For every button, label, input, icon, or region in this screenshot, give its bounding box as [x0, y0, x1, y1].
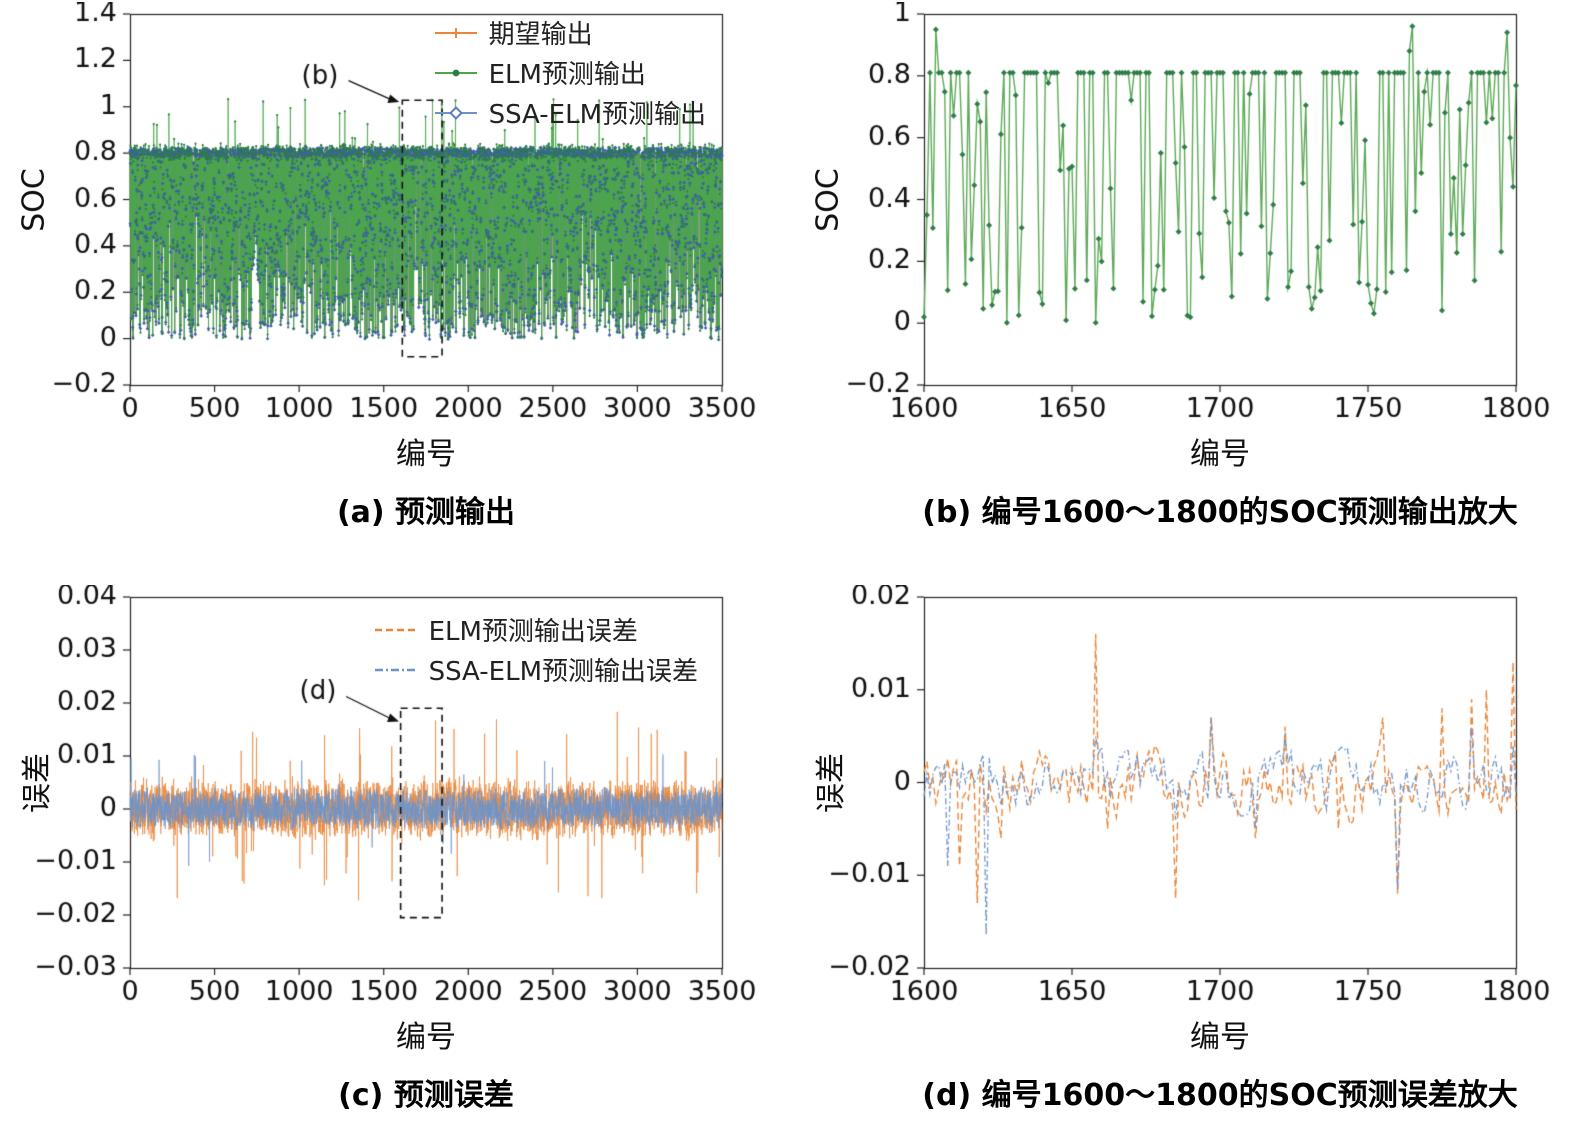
- panel-a-ylabel: SOC: [16, 168, 52, 232]
- legend-item-expected-output: 期望输出: [433, 14, 706, 51]
- legend-label: SSA-ELM预测输出: [488, 100, 706, 130]
- panel-c-ylabel: 误差: [20, 753, 55, 813]
- panel-d-chart-area: 误差: [794, 585, 1588, 1010]
- panel-c-legend: ELM预测输出误差 SSA-ELM预测输出误差: [373, 611, 698, 688]
- panel-b-chart-area: SOC: [794, 2, 1588, 427]
- panel-a-caption: (a) 预测输出: [336, 495, 516, 530]
- panel-c-xlabel: 编号: [396, 1020, 456, 1055]
- panel-a-canvas: [0, 2, 794, 427]
- dashed-line-icon: [374, 628, 417, 631]
- panel-d-xlabel: 编号: [1190, 1020, 1250, 1055]
- legend-item-ssa-elm-output: SSA-ELM预测输出: [433, 94, 706, 131]
- panel-d: 误差 编号 (d) 编号1600～1800的SOC预测误差放大: [794, 585, 1588, 1114]
- panel-a-legend: 期望输出 ELM预测输出 SSA-ELM预测输出: [433, 14, 706, 131]
- legend-label: ELM预测输出: [488, 60, 646, 90]
- panel-c-caption: (c) 预测误差: [338, 1078, 514, 1113]
- legend-item-elm-error: ELM预测输出误差: [373, 611, 698, 648]
- legend-item-elm-output: ELM预测输出: [433, 54, 706, 91]
- panel-c-chart-area: 误差 ELM预测输出误差 SSA-ELM预测输出误差: [0, 585, 794, 1010]
- panel-d-canvas: [794, 585, 1588, 1010]
- legend-label: SSA-ELM预测输出误差: [428, 657, 698, 687]
- panel-b-caption: (b) 编号1600～1800的SOC预测输出放大: [922, 495, 1518, 530]
- line-dot-marker-icon: [434, 69, 477, 76]
- panel-a-xlabel: 编号: [396, 437, 456, 472]
- legend-label: ELM预测输出误差: [428, 617, 638, 647]
- panel-c: 误差 ELM预测输出误差 SSA-ELM预测输出误差 编号 (c) 预测误差: [0, 585, 794, 1114]
- panel-b-xlabel: 编号: [1190, 437, 1250, 472]
- line-diamond-marker-icon: [434, 105, 477, 120]
- panel-b-ylabel: SOC: [810, 168, 846, 232]
- panel-a-chart-area: SOC 期望输出 ELM预测输出: [0, 2, 794, 427]
- panel-b: SOC 编号 (b) 编号1600～1800的SOC预测输出放大: [794, 2, 1588, 531]
- panel-d-caption: (d) 编号1600～1800的SOC预测误差放大: [922, 1078, 1518, 1113]
- line-plus-marker-icon: [434, 27, 477, 38]
- legend-item-ssa-elm-error: SSA-ELM预测输出误差: [373, 651, 698, 688]
- dashdot-line-icon: [374, 668, 417, 671]
- panel-b-canvas: [794, 2, 1588, 427]
- panel-c-canvas: [0, 585, 794, 1010]
- legend-label: 期望输出: [488, 20, 593, 50]
- panel-a: SOC 期望输出 ELM预测输出: [0, 2, 794, 531]
- panel-d-ylabel: 误差: [814, 753, 849, 813]
